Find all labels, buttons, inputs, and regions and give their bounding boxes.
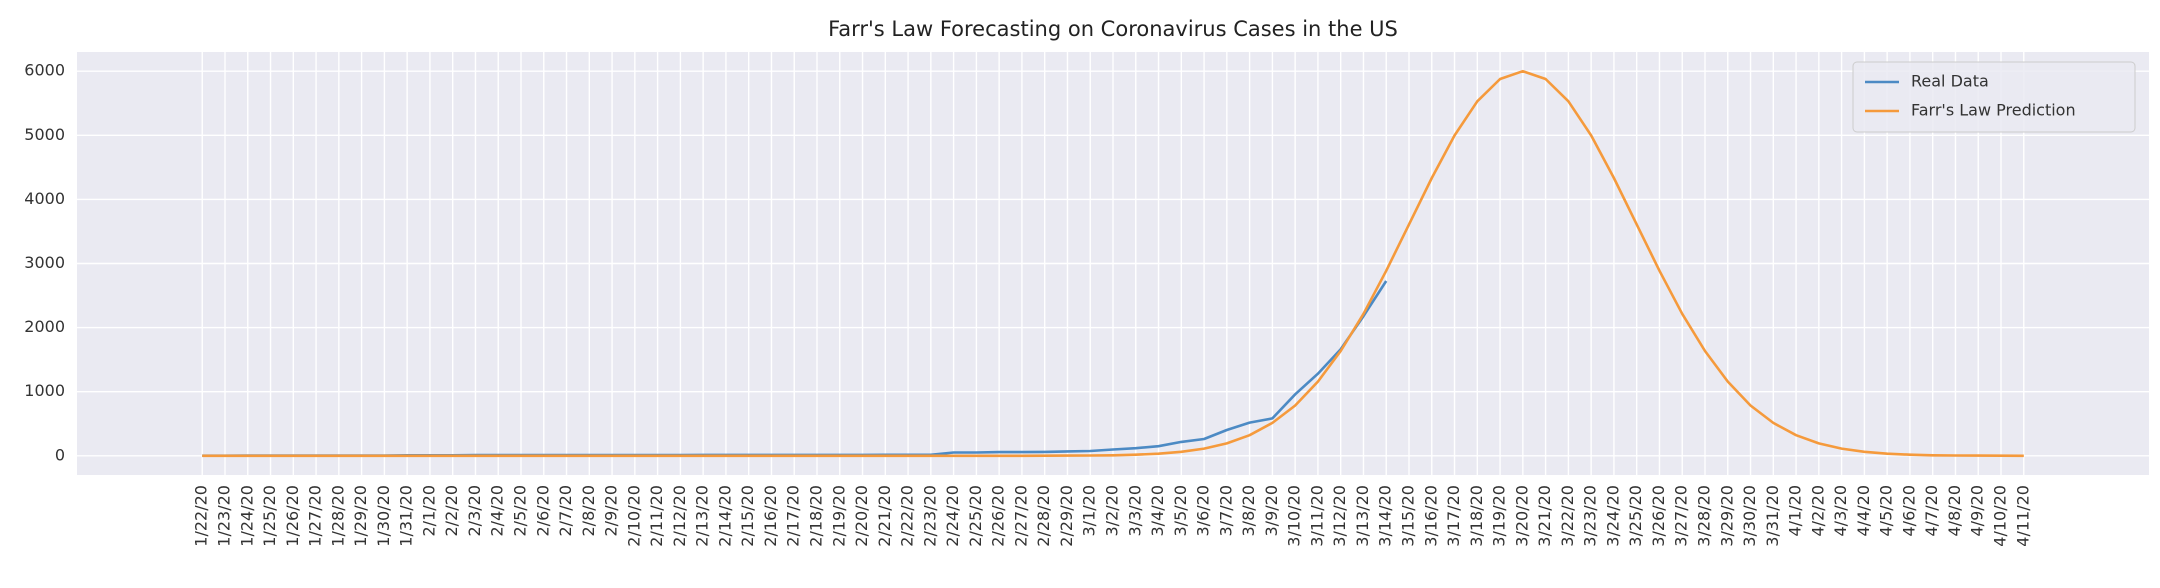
x-tick-label: 3/27/20 <box>1672 485 1691 547</box>
x-tick-label: 2/21/20 <box>875 485 894 547</box>
x-tick-label: 1/28/20 <box>328 485 347 547</box>
x-tick-label: 3/22/20 <box>1558 485 1577 547</box>
x-tick-label: 2/29/20 <box>1057 485 1076 547</box>
x-tick-label: 3/26/20 <box>1649 485 1668 547</box>
y-tick-label: 1000 <box>24 381 65 400</box>
x-tick-label: 1/29/20 <box>351 485 370 547</box>
x-tick-label: 1/31/20 <box>397 485 416 547</box>
x-tick-label: 2/16/20 <box>761 485 780 547</box>
x-tick-label: 2/15/20 <box>738 485 757 547</box>
x-tick-label: 3/30/20 <box>1740 485 1759 547</box>
x-tick-label: 2/26/20 <box>989 485 1008 547</box>
x-tick-label: 3/5/20 <box>1171 485 1190 537</box>
x-tick-label: 3/15/20 <box>1399 485 1418 547</box>
x-tick-label: 3/29/20 <box>1717 485 1736 547</box>
legend-label: Farr's Law Prediction <box>1911 101 2076 120</box>
x-tick-label: 3/21/20 <box>1535 485 1554 547</box>
x-tick-label: 2/5/20 <box>511 485 530 537</box>
y-tick-label: 2000 <box>24 317 65 336</box>
x-tick-label: 3/28/20 <box>1695 485 1714 547</box>
chart-title: Farr's Law Forecasting on Coronavirus Ca… <box>828 17 1398 41</box>
x-tick-label: 1/26/20 <box>283 485 302 547</box>
x-tick-label: 1/23/20 <box>215 485 234 547</box>
x-tick-label: 3/12/20 <box>1330 485 1349 547</box>
x-tick-label: 2/7/20 <box>556 485 575 537</box>
x-tick-label: 3/20/20 <box>1512 485 1531 547</box>
x-tick-label: 3/14/20 <box>1376 485 1395 547</box>
x-tick-label: 4/7/20 <box>1922 485 1941 537</box>
legend-label: Real Data <box>1911 72 1989 91</box>
x-tick-label: 3/8/20 <box>1239 485 1258 537</box>
y-tick-label: 6000 <box>24 61 65 80</box>
x-tick-label: 3/24/20 <box>1603 485 1622 547</box>
x-tick-label: 2/19/20 <box>829 485 848 547</box>
legend-box <box>1852 61 2136 133</box>
x-tick-label: 2/27/20 <box>1011 485 1030 547</box>
x-tick-label: 2/25/20 <box>966 485 985 547</box>
x-tick-label: 4/6/20 <box>1899 485 1918 537</box>
x-tick-label: 3/25/20 <box>1626 485 1645 547</box>
x-tick-label: 4/5/20 <box>1877 485 1896 537</box>
x-tick-label: 3/19/20 <box>1490 485 1509 547</box>
x-tick-label: 1/25/20 <box>260 485 279 547</box>
x-tick-label: 4/2/20 <box>1808 485 1827 537</box>
x-tick-label: 4/3/20 <box>1831 485 1850 537</box>
x-tick-label: 3/23/20 <box>1581 485 1600 547</box>
x-tick-label: 1/24/20 <box>237 485 256 547</box>
x-tick-label: 3/3/20 <box>1125 485 1144 537</box>
x-tick-label: 2/1/20 <box>419 485 438 537</box>
x-tick-label: 1/30/20 <box>374 485 393 547</box>
x-tick-label: 4/10/20 <box>1991 485 2010 547</box>
x-tick-label: 2/4/20 <box>488 485 507 537</box>
x-tick-label: 2/22/20 <box>898 485 917 547</box>
y-tick-label: 3000 <box>24 253 65 272</box>
x-tick-label: 3/17/20 <box>1444 485 1463 547</box>
x-tick-label: 4/8/20 <box>1945 485 1964 537</box>
x-tick-label: 2/24/20 <box>943 485 962 547</box>
x-tick-label: 4/4/20 <box>1854 485 1873 537</box>
x-tick-label: 2/6/20 <box>533 485 552 537</box>
x-tick-label: 3/13/20 <box>1353 485 1372 547</box>
x-tick-label: 2/3/20 <box>465 485 484 537</box>
x-tick-label: 3/18/20 <box>1467 485 1486 547</box>
x-tick-label: 2/9/20 <box>602 485 621 537</box>
x-tick-label: 2/11/20 <box>647 485 666 547</box>
x-tick-label: 2/20/20 <box>852 485 871 547</box>
x-tick-label: 3/1/20 <box>1080 485 1099 537</box>
x-tick-label: 4/9/20 <box>1968 485 1987 537</box>
x-tick-label: 3/7/20 <box>1216 485 1235 537</box>
x-tick-label: 3/11/20 <box>1307 485 1326 547</box>
x-tick-label: 2/28/20 <box>1034 485 1053 547</box>
x-tick-label: 2/18/20 <box>807 485 826 547</box>
x-tick-label: 1/27/20 <box>306 485 325 547</box>
x-tick-label: 2/14/20 <box>715 485 734 547</box>
x-tick-label: 2/10/20 <box>624 485 643 547</box>
x-tick-label: 2/8/20 <box>579 485 598 537</box>
x-tick-label: 2/17/20 <box>784 485 803 547</box>
x-tick-label: 3/10/20 <box>1285 485 1304 547</box>
x-tick-label: 2/23/20 <box>920 485 939 547</box>
y-tick-label: 5000 <box>24 125 65 144</box>
x-tick-label: 3/9/20 <box>1262 485 1281 537</box>
y-tick-label: 0 <box>55 445 65 464</box>
x-tick-label: 4/11/20 <box>2013 485 2032 547</box>
series-line <box>202 69 2024 458</box>
x-tick-label: 3/4/20 <box>1148 485 1167 537</box>
x-tick-label: 3/31/20 <box>1763 485 1782 547</box>
x-tick-label: 2/2/20 <box>442 485 461 537</box>
x-tick-label: 4/1/20 <box>1786 485 1805 537</box>
x-tick-label: 3/16/20 <box>1421 485 1440 547</box>
x-tick-label: 3/6/20 <box>1194 485 1213 537</box>
x-tick-label: 3/2/20 <box>1103 485 1122 537</box>
x-tick-label: 2/12/20 <box>670 485 689 547</box>
y-tick-label: 4000 <box>24 189 65 208</box>
x-tick-label: 2/13/20 <box>693 485 712 547</box>
x-tick-label: 1/22/20 <box>192 485 211 547</box>
